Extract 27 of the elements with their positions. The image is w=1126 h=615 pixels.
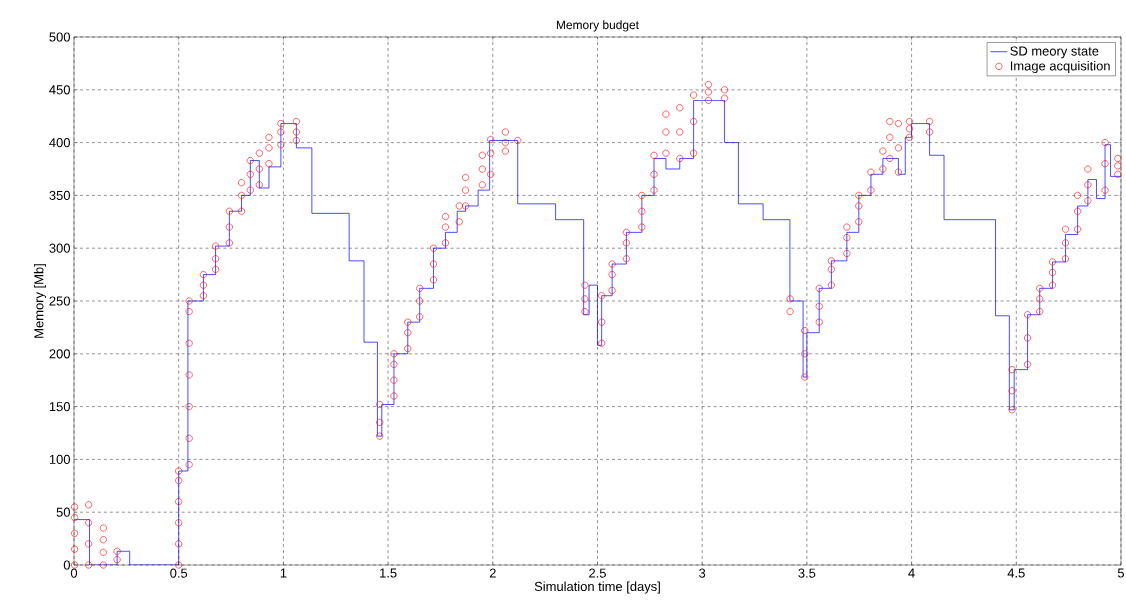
y-tick-label: 200 — [49, 349, 70, 359]
x-tick-label: 2.5 — [589, 568, 606, 578]
x-tick-label: 5 — [1117, 568, 1125, 578]
x-tick-label: 4 — [908, 568, 915, 578]
chart-title: Memory budget — [556, 20, 639, 32]
legend-label: Image acquisition — [1010, 60, 1110, 74]
y-tick-label: 400 — [49, 138, 70, 148]
x-tick-label: 1 — [280, 568, 287, 578]
y-tick-label: 350 — [49, 190, 70, 200]
y-tick-label: 100 — [49, 454, 70, 464]
y-tick-label: 250 — [49, 296, 70, 306]
x-tick-label: 4.5 — [1007, 568, 1025, 578]
y-tick-label: 500 — [49, 32, 70, 42]
x-axis-title: Simulation time [days] — [534, 581, 660, 594]
x-tick-label: 2 — [489, 568, 496, 578]
y-tick-label: 50 — [56, 507, 70, 517]
y-tick-label: 450 — [49, 85, 70, 95]
legend-label: SD meory state — [1010, 46, 1099, 59]
x-tick-label: 0.5 — [170, 568, 188, 578]
y-axis-title: Memory [Mb] — [33, 264, 47, 338]
x-tick-label: 1.5 — [380, 568, 397, 578]
y-tick-label: 300 — [49, 243, 70, 253]
x-tick-label: 0 — [70, 568, 78, 578]
y-tick-label: 150 — [49, 402, 70, 412]
x-tick-label: 3 — [699, 568, 706, 578]
x-tick-label: 3.5 — [798, 568, 816, 578]
y-tick-label: 0 — [63, 560, 70, 570]
